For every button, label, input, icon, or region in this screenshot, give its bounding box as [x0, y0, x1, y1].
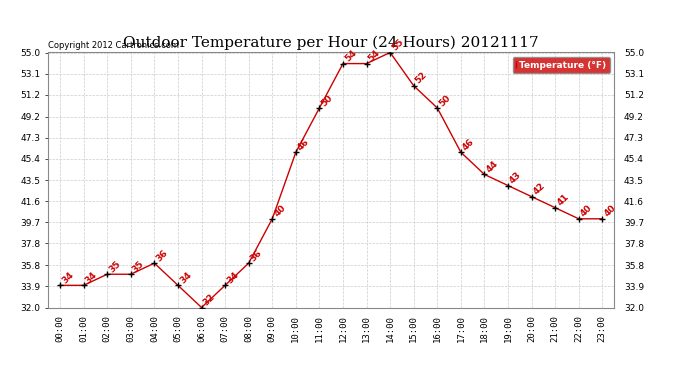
Text: 50: 50 [319, 93, 335, 108]
Text: 54: 54 [366, 48, 382, 64]
Text: 32: 32 [201, 292, 217, 308]
Text: 36: 36 [155, 248, 170, 263]
Text: 46: 46 [461, 137, 476, 152]
Text: 40: 40 [273, 204, 288, 219]
Text: Copyright 2012 Cartronics.com: Copyright 2012 Cartronics.com [48, 41, 179, 50]
Text: 54: 54 [343, 48, 358, 64]
Text: 34: 34 [83, 270, 99, 285]
Text: 42: 42 [531, 182, 547, 196]
Text: 52: 52 [414, 70, 429, 86]
Title: Outdoor Temperature per Hour (24 Hours) 20121117: Outdoor Temperature per Hour (24 Hours) … [124, 36, 539, 50]
Text: 41: 41 [555, 192, 571, 208]
Text: 43: 43 [508, 170, 523, 186]
Text: 36: 36 [248, 248, 264, 263]
Text: 34: 34 [60, 270, 75, 285]
Text: 40: 40 [579, 204, 594, 219]
Text: 44: 44 [484, 159, 500, 174]
Text: 50: 50 [437, 93, 453, 108]
Legend: Temperature (°F): Temperature (°F) [513, 57, 609, 73]
Text: 34: 34 [178, 270, 193, 285]
Text: 35: 35 [131, 259, 146, 274]
Text: 35: 35 [107, 259, 122, 274]
Text: 40: 40 [602, 204, 618, 219]
Text: 46: 46 [296, 137, 311, 152]
Text: 55: 55 [390, 37, 405, 52]
Text: 34: 34 [225, 270, 240, 285]
